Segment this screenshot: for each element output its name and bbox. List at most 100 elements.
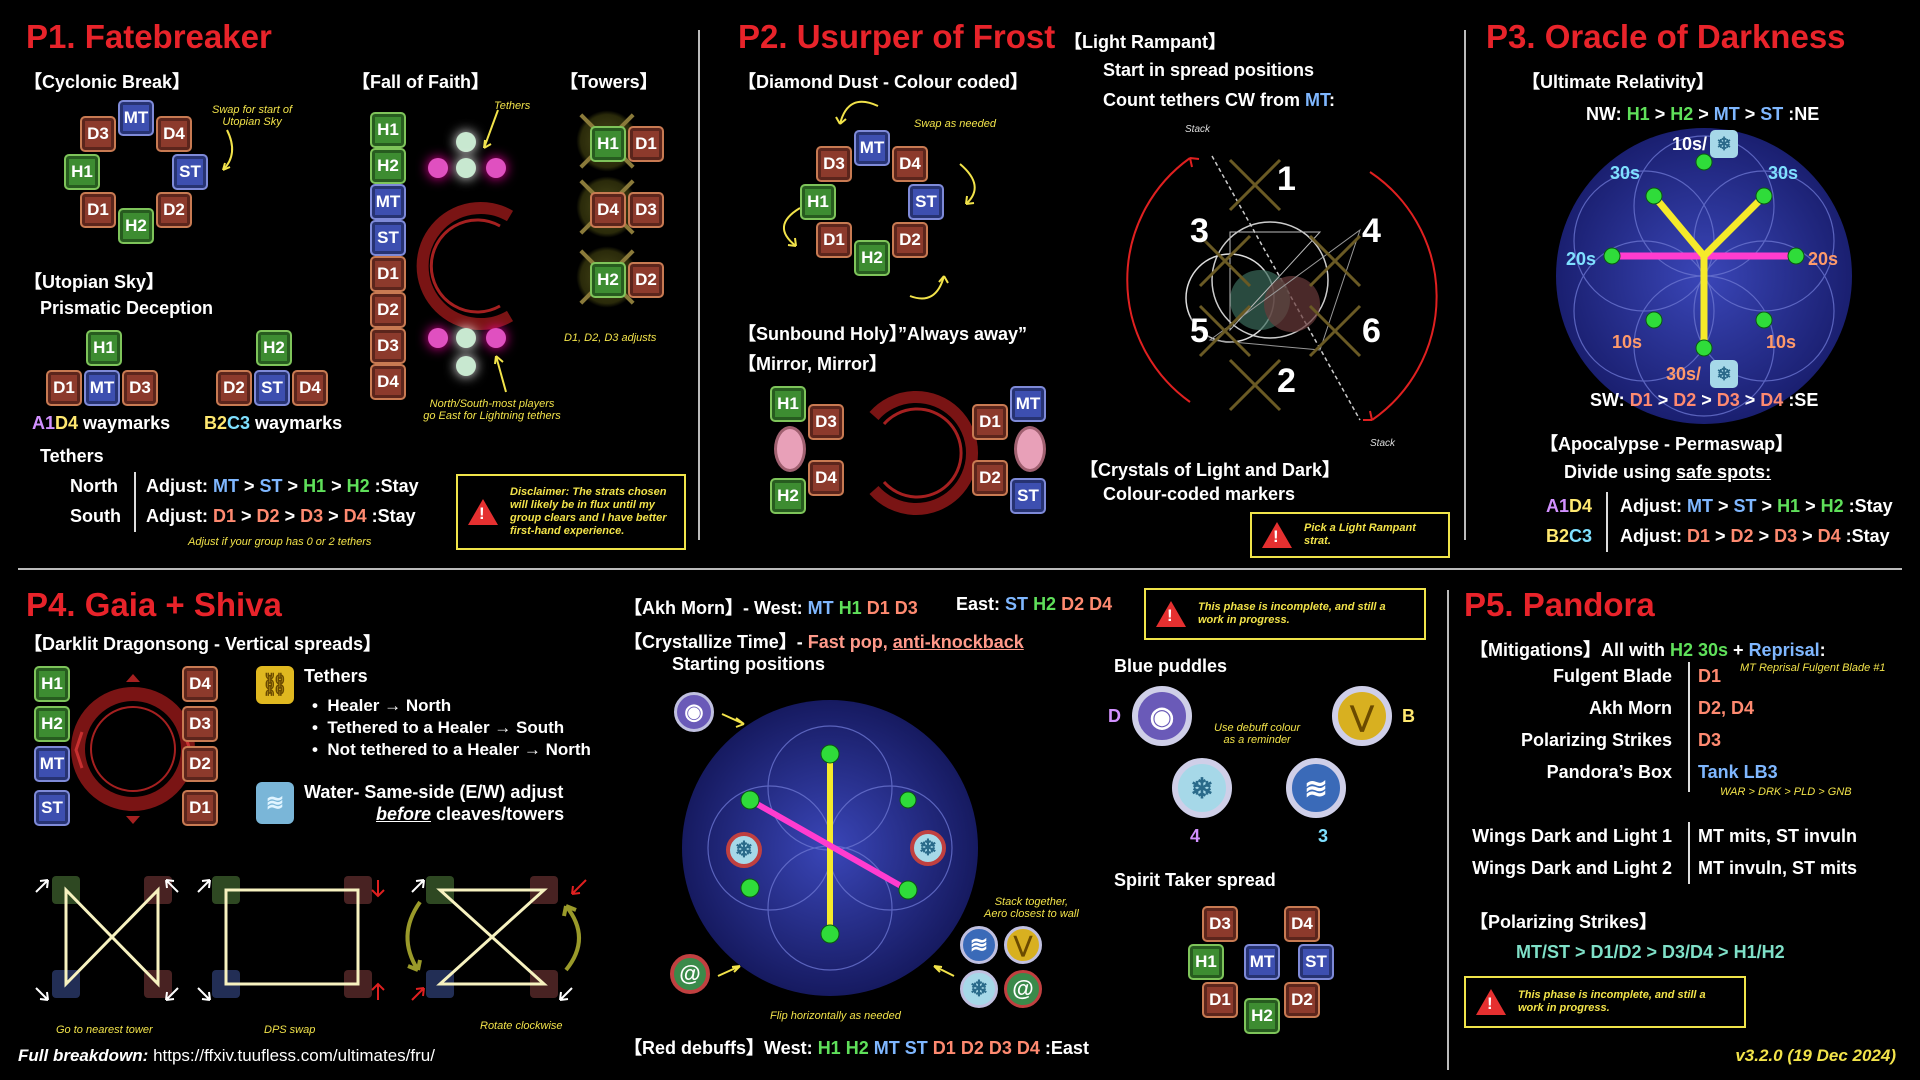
chip-h1: H1 — [64, 154, 100, 190]
chip-d4: D4 — [156, 116, 192, 152]
mit-key-1: Fulgent Blade — [1552, 666, 1672, 686]
towers-note: D1, D2, D3 adjusts — [564, 332, 657, 344]
debuff-colour-note: Use debuff colour as a reminder — [1214, 722, 1301, 746]
mm-mirror-west — [774, 426, 806, 472]
mit-val-1: D1 — [1698, 666, 1722, 686]
divider-p1-p2 — [698, 30, 700, 540]
warning-icon — [1156, 601, 1186, 627]
lr-stack-bottom: Stack — [1370, 438, 1396, 449]
us-a-d1: D1 — [46, 370, 82, 406]
mm-d1: D1 — [972, 404, 1008, 440]
lr-number-1: 1 — [1277, 160, 1296, 198]
fof-note: North/South-most players go East for Ligh… — [423, 398, 561, 422]
ur-timer-30-left: 30s — [1610, 163, 1641, 183]
cap-dps-swap: DPS swap — [264, 1024, 316, 1036]
fof-lightning-arrow — [494, 355, 507, 393]
us-b-d2: D2 — [216, 370, 252, 406]
ur-timer-30-right: 30s — [1768, 163, 1799, 183]
ice-icon: ❄ — [1710, 130, 1738, 158]
towers-d4: D4 — [590, 192, 626, 228]
darklit-heading: 【Darklit Dragonsong - Vertical spreads】 — [24, 634, 382, 654]
fof-orb-white-bot1 — [456, 328, 476, 348]
fof-h2: H2 — [370, 148, 406, 184]
mitigations-heading: 【Mitigations】All with H2 30s + Reprisal: — [1470, 640, 1826, 660]
fof-orb-white-mid — [456, 158, 476, 178]
p1-tethers-label: Tethers — [40, 446, 104, 466]
fof-tethers-arrow — [483, 109, 499, 149]
st-h1: H1 — [1188, 944, 1224, 980]
p1-title: P1. Fatebreaker — [26, 18, 272, 55]
p1-south-adjust: Adjust: D1 > D2 > D3 > D4 :Stay — [146, 506, 416, 526]
fof-tethers-note: Tethers — [494, 100, 531, 112]
lr-line1: Start in spread positions — [1103, 60, 1315, 80]
us-b-h2: H2 — [256, 330, 292, 366]
fof-d1: D1 — [370, 256, 406, 292]
p3-b2c3: B2C3 — [1546, 526, 1593, 546]
chip-h2: H2 — [118, 208, 154, 244]
st-st: ST — [1298, 944, 1334, 980]
starting-positions: Starting positions — [672, 654, 825, 674]
p3-adjust-divider — [1606, 492, 1608, 552]
us-a-d3: D3 — [122, 370, 158, 406]
fof-arena-ring — [416, 202, 514, 330]
ur-timer-10-right: 10s — [1766, 332, 1797, 352]
p4-before-cleaves: before cleaves/towers — [376, 804, 565, 824]
mm-mt: MT — [1010, 386, 1046, 422]
p3-nw-order: NW: H1 > H2 > MT > ST :NE — [1586, 104, 1820, 124]
lr-number-3: 3 — [1190, 212, 1209, 250]
apocalypse-heading: 【Apocalypse - Permaswap】 — [1540, 434, 1794, 454]
breakdown-link[interactable]: https://ffxiv.tuufless.com/ultimates/fru… — [148, 1046, 435, 1065]
mitigation-divider — [1688, 662, 1690, 792]
dd-d3: D3 — [816, 146, 852, 182]
cyclonic-note: Swap for start of Utopian Sky — [212, 104, 293, 128]
warning-icon — [1262, 522, 1292, 548]
ultimate-relativity-diagram — [1556, 128, 1852, 424]
crystallize-eye-icon: ◉ — [674, 692, 714, 732]
p4-title: P4. Gaia + Shiva — [26, 586, 282, 623]
st-mt: MT — [1244, 944, 1280, 980]
fof-d4: D4 — [370, 364, 406, 400]
prismatic-deception: Prismatic Deception — [40, 298, 214, 318]
dl-st: ST — [34, 790, 70, 826]
dl-swap-diagrams — [35, 876, 587, 1001]
akh-morn-line: 【Akh Morn】- West: MT H1 D1 D3 — [624, 598, 918, 618]
dd-h1: H1 — [800, 184, 836, 220]
p1-adjust-note: Adjust if your group has 0 or 2 tethers — [188, 536, 372, 548]
crystallize-ice-west-icon: ❄ — [726, 832, 762, 868]
fall-of-faith-heading: 【Fall of Faith】 — [352, 72, 489, 92]
debuff-chevron-icon: ⋁ — [1004, 926, 1042, 964]
red-debuffs-line: 【Red debuffs】West: H1 H2 MT ST D1 D2 D3 … — [624, 1038, 1089, 1058]
mm-mirror-east — [1014, 426, 1046, 472]
fof-d3: D3 — [370, 328, 406, 364]
p3-a1d4: A1D4 — [1546, 496, 1593, 516]
warning-icon — [468, 499, 498, 525]
ultimate-relativity-heading: 【Ultimate Relativity】 — [1522, 72, 1715, 92]
mm-arena-ring — [869, 391, 979, 515]
us-a-h1: H1 — [86, 330, 122, 366]
towers-heading: 【Towers】 — [560, 72, 658, 92]
puddle-eye-icon: ◉ — [1132, 686, 1192, 746]
dd-d4: D4 — [892, 146, 928, 182]
p3-title: P3. Oracle of Darkness — [1486, 18, 1846, 55]
fof-orb-white-top — [456, 132, 476, 152]
towers-d1: D1 — [628, 126, 664, 162]
utopian-sky-heading: 【Utopian Sky】 — [24, 272, 165, 292]
dd-swap-note: Swap as needed — [914, 118, 996, 130]
water-icon: ≋ — [256, 782, 294, 824]
crystallize-diagram — [682, 700, 978, 996]
wings-1-val: MT mits, ST invuln — [1698, 826, 1858, 846]
p5-title: P5. Pandora — [1464, 586, 1655, 623]
p5-incomplete-warning: This phase is incomplete, and still a wo… — [1464, 976, 1746, 1028]
diamond-dust-heading: 【Diamond Dust - Colour coded】 — [738, 72, 1028, 92]
dd-d2: D2 — [892, 222, 928, 258]
p4-bullet-2: • Tethered to a Healer → South — [312, 718, 565, 737]
fof-d2: D2 — [370, 292, 406, 328]
debuff-ice-icon: ❄ — [960, 970, 998, 1008]
towers-h2: H2 — [590, 262, 626, 298]
p3-adjust-1: Adjust: MT > ST > H1 > H2 :Stay — [1620, 496, 1893, 516]
p3-sw-order: SW: D1 > D2 > D3 > D4 :SE — [1590, 390, 1819, 410]
crystallize-ice-east-icon: ❄ — [910, 830, 946, 866]
mm-st: ST — [1010, 478, 1046, 514]
mm-h2: H2 — [770, 478, 806, 514]
mm-h1: H1 — [770, 386, 806, 422]
